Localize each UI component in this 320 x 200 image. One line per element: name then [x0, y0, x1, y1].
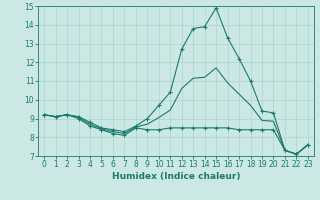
X-axis label: Humidex (Indice chaleur): Humidex (Indice chaleur)	[112, 172, 240, 181]
